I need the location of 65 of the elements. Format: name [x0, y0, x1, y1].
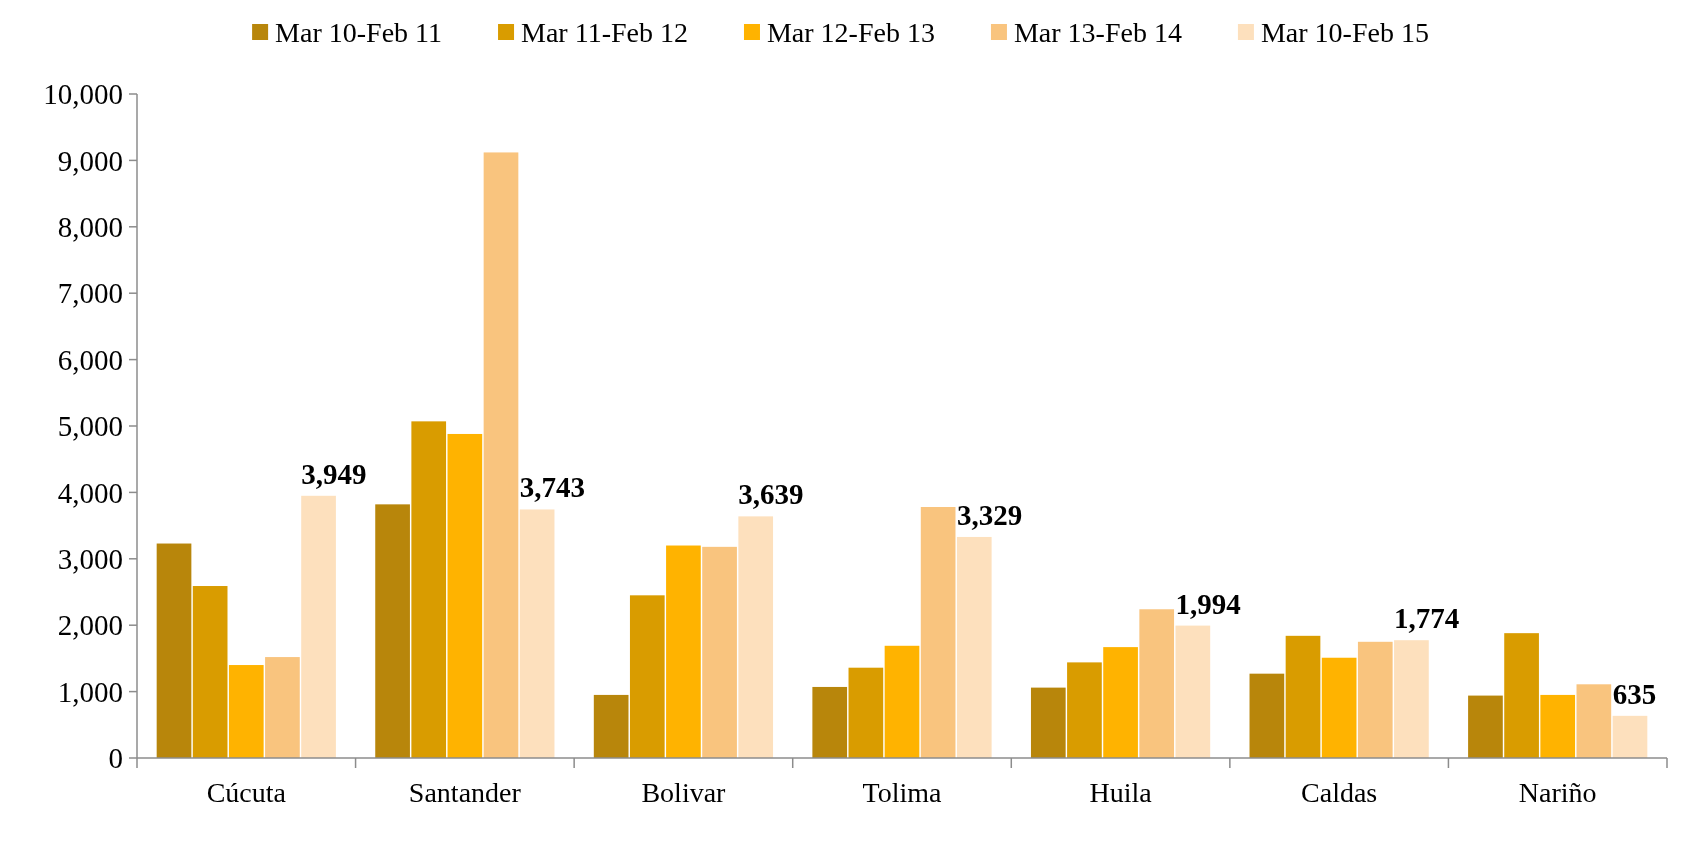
data-label: 1,994 [1175, 587, 1241, 620]
x-tick-label: Caldas [1301, 777, 1378, 808]
bar [956, 536, 992, 758]
bar [1139, 609, 1175, 758]
bar [192, 586, 228, 758]
bar [447, 433, 483, 758]
data-label: 3,743 [519, 471, 586, 504]
y-tick-label: 2,000 [57, 609, 123, 642]
bar [593, 694, 629, 758]
bar [1103, 647, 1138, 758]
bar [483, 152, 519, 758]
y-tick-label: 9,000 [57, 144, 123, 177]
legend-label: Mar 12-Feb 13 [766, 16, 935, 48]
bar [1504, 633, 1539, 758]
bar [1175, 625, 1211, 758]
bar [848, 667, 884, 758]
bar [228, 665, 264, 758]
bar [1030, 687, 1066, 758]
legend-label: Mar 13-Feb 14 [1013, 16, 1182, 48]
legend-label: Mar 11-Feb 12 [521, 16, 688, 48]
y-tick-label: 8,000 [57, 210, 123, 243]
data-label: 3,949 [301, 457, 367, 490]
bar [1540, 694, 1576, 758]
data-label: 1,774 [1394, 602, 1460, 635]
bar [1285, 635, 1321, 758]
y-tick-label: 7,000 [57, 277, 123, 310]
bar [629, 595, 665, 758]
bar [812, 686, 848, 758]
bar [1612, 715, 1648, 758]
data-label: 3,329 [956, 498, 1023, 531]
bar [1249, 673, 1285, 758]
bar [411, 421, 447, 758]
bar [666, 545, 701, 758]
bar [1357, 641, 1393, 758]
x-tick-label: Santander [408, 777, 522, 808]
bar [301, 495, 336, 758]
bar [519, 509, 555, 758]
bar [1321, 657, 1357, 758]
bar [265, 657, 300, 758]
y-tick-label: 1,000 [57, 675, 123, 708]
bar [1468, 695, 1503, 758]
bar [1576, 684, 1612, 758]
y-tick-label: 0 [108, 742, 123, 775]
x-tick-label: Cúcuta [206, 777, 287, 808]
legend-label: Mar 10-Feb 15 [1260, 16, 1429, 48]
bar [156, 543, 192, 758]
y-tick-label: 6,000 [57, 343, 123, 376]
bar [738, 516, 774, 758]
y-tick-label: 10,000 [43, 78, 123, 111]
x-tick-label: Bolivar [641, 777, 727, 808]
x-tick-label: Nariño [1518, 777, 1597, 808]
x-tick-label: Tolima [862, 777, 943, 808]
legend-label: Mar 10-Feb 11 [275, 16, 443, 48]
y-tick-label: 4,000 [57, 476, 123, 509]
bar [884, 645, 920, 758]
bar [1394, 640, 1429, 758]
bar [375, 504, 410, 758]
data-label: 635 [1612, 677, 1657, 710]
data-label: 3,639 [738, 478, 804, 511]
bar [702, 546, 737, 758]
bar [920, 507, 956, 758]
bar [1067, 662, 1102, 758]
y-tick-label: 5,000 [57, 410, 123, 443]
y-tick-label: 3,000 [57, 542, 123, 575]
x-tick-label: Huila [1089, 777, 1153, 808]
